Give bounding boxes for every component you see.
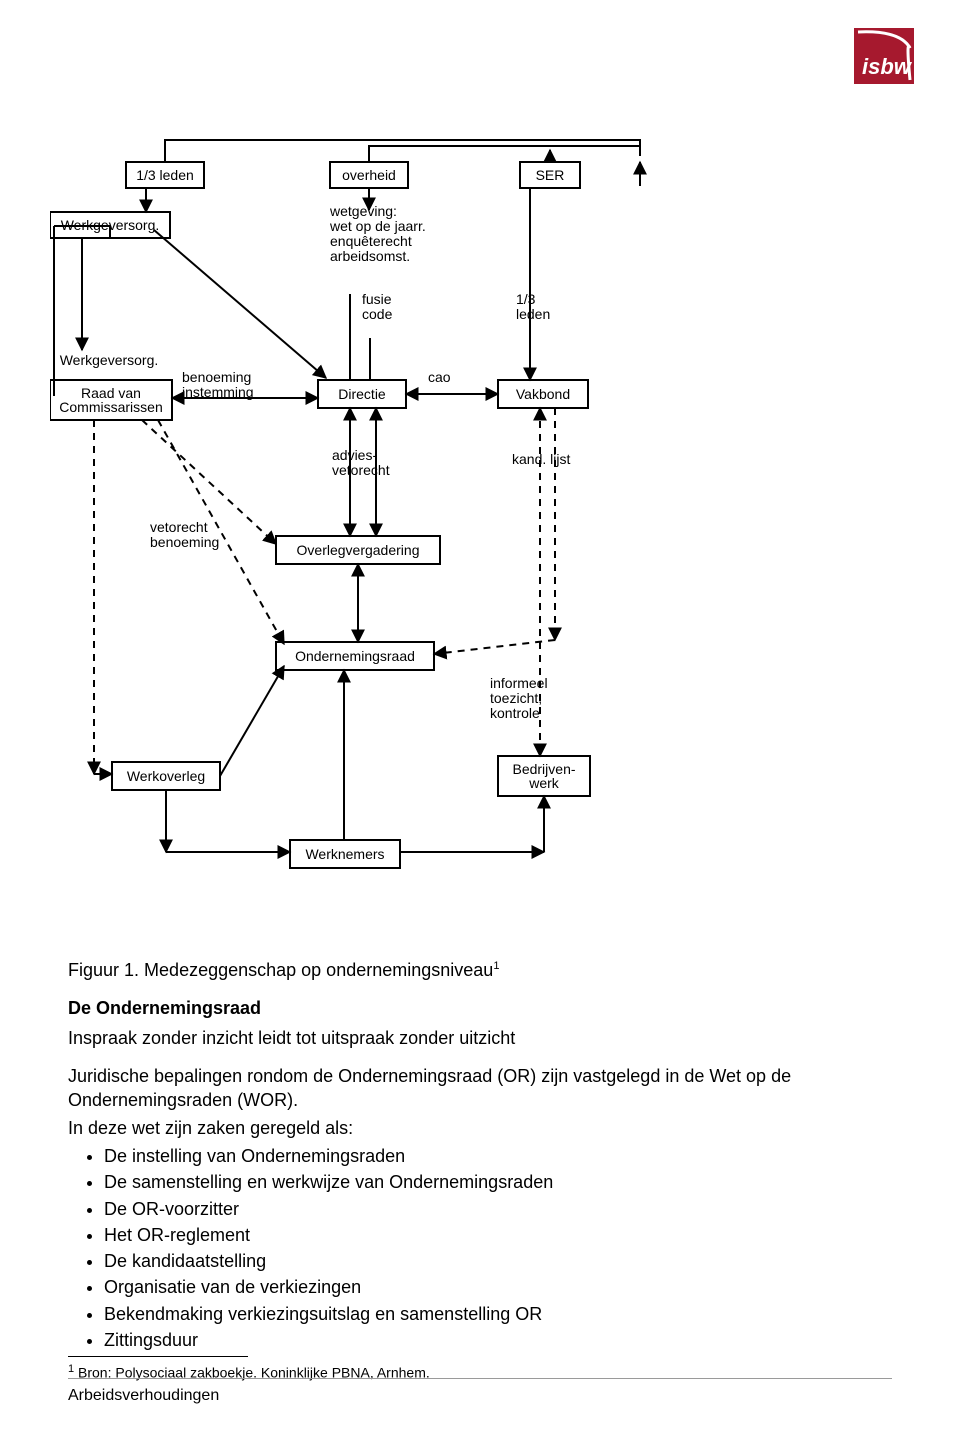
svg-text:wet op de jaarr.: wet op de jaarr. — [329, 218, 426, 234]
caption-footnote-marker: 1 — [493, 960, 499, 972]
footer-rule — [68, 1378, 892, 1379]
section-paragraph: Juridische bepalingen rondom de Ondernem… — [68, 1064, 892, 1113]
list-item: Bekendmaking verkiezingsuitslag en samen… — [104, 1302, 892, 1326]
bullet-list-wrap: De instelling van OndernemingsradenDe sa… — [68, 1140, 892, 1354]
svg-text:kontrole: kontrole — [490, 705, 540, 721]
list-item: Zittingsduur — [104, 1328, 892, 1352]
svg-text:Ondernemingsraad: Ondernemingsraad — [295, 648, 415, 664]
svg-text:informeel: informeel — [490, 675, 548, 691]
svg-text:benoeming: benoeming — [150, 534, 219, 550]
svg-text:kand. lijst: kand. lijst — [512, 451, 570, 467]
list-item: Het OR-reglement — [104, 1223, 892, 1247]
svg-text:Overlegvergadering: Overlegvergadering — [297, 542, 420, 558]
svg-text:vetorecht: vetorecht — [332, 462, 390, 478]
svg-text:Vakbond: Vakbond — [516, 386, 570, 402]
footer-text: Arbeidsverhoudingen — [68, 1387, 219, 1405]
svg-text:benoeming: benoeming — [182, 369, 251, 385]
figure-caption: Figuur 1. Medezeggenschap op onderneming… — [68, 958, 892, 982]
caption-text: Medezeggenschap op ondernemingsniveau — [139, 960, 493, 980]
svg-text:arbeidsomst.: arbeidsomst. — [330, 248, 410, 264]
svg-text:1/3: 1/3 — [516, 291, 536, 307]
svg-text:toezicht,: toezicht, — [490, 690, 542, 706]
list-item: De instelling van Ondernemingsraden — [104, 1144, 892, 1168]
bullet-list: De instelling van OndernemingsradenDe sa… — [68, 1144, 892, 1352]
list-item: Organisatie van de verkiezingen — [104, 1275, 892, 1299]
bullet-lead: In deze wet zijn zaken geregeld als: — [68, 1116, 892, 1140]
org-diagram: 1/3 ledenoverheidSERWerkgeversorg.Werkge… — [50, 120, 710, 940]
svg-text:wetgeving:: wetgeving: — [329, 203, 397, 219]
section-heading: De Ondernemingsraad — [68, 996, 892, 1020]
svg-text:code: code — [362, 306, 393, 322]
document-page: isbw 1/3 leden overheid SER Werkgeversorg. W… — [0, 0, 960, 1433]
svg-text:Werkgeversorg.: Werkgeversorg. — [60, 352, 159, 368]
svg-text:advies-: advies- — [332, 447, 377, 463]
logo-text: isbw — [862, 54, 913, 79]
svg-text:fusie: fusie — [362, 291, 392, 307]
svg-text:enquêterecht: enquêterecht — [330, 233, 412, 249]
svg-text:vetorecht: vetorecht — [150, 519, 208, 535]
svg-text:werk: werk — [528, 775, 560, 791]
section-slogan: Inspraak zonder inzicht leidt tot uitspr… — [68, 1026, 892, 1050]
svg-text:1/3 leden: 1/3 leden — [136, 167, 194, 183]
footnote: 1 Bron: Polysociaal zakboekje. Koninklij… — [68, 1362, 892, 1383]
svg-text:SER: SER — [536, 167, 565, 183]
svg-text:leden: leden — [516, 306, 550, 322]
svg-text:Werknemers: Werknemers — [305, 846, 384, 862]
svg-text:Commissarissen: Commissarissen — [59, 399, 162, 415]
list-item: De kandidaatstelling — [104, 1249, 892, 1273]
caption-prefix: Figuur 1. — [68, 960, 139, 980]
list-item: De OR-voorzitter — [104, 1197, 892, 1221]
footnote-separator — [68, 1356, 248, 1357]
svg-text:Directie: Directie — [338, 386, 386, 402]
brand-logo: isbw — [854, 28, 914, 84]
svg-text:overheid: overheid — [342, 167, 396, 183]
svg-text:Werkoverleg: Werkoverleg — [127, 768, 205, 784]
list-item: De samenstelling en werkwijze van Ondern… — [104, 1170, 892, 1194]
svg-text:cao: cao — [428, 369, 451, 385]
